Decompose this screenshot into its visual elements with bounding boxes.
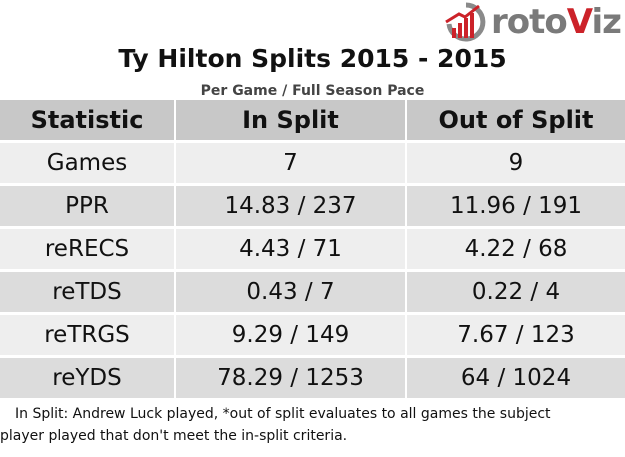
column-header-statistic: Statistic xyxy=(0,100,176,143)
rotoviz-logo-text: rotoViz xyxy=(491,2,622,42)
footnote-line-2: player played that don't meet the in-spl… xyxy=(0,428,348,444)
table-row: reYDS 78.29 / 1253 64 / 1024 xyxy=(0,356,625,401)
out-of-split-cell: 4.22 / 68 xyxy=(406,227,625,272)
table-row: reRECS 4.43 / 71 4.22 / 68 xyxy=(0,227,625,272)
table-row: Games 7 9 xyxy=(0,141,625,186)
statistic-cell: Games xyxy=(0,141,176,186)
page-subtitle: Per Game / Full Season Pace xyxy=(200,83,425,99)
table-row: reTDS 0.43 / 7 0.22 / 4 xyxy=(0,270,625,315)
in-split-cell: 14.83 / 237 xyxy=(175,184,407,229)
page-title: Ty Hilton Splits 2015 - 2015 xyxy=(118,44,507,73)
out-of-split-cell: 7.67 / 123 xyxy=(406,313,625,358)
statistic-cell: reYDS xyxy=(0,356,176,401)
statistic-cell: reTRGS xyxy=(0,313,176,358)
table-row: reTRGS 9.29 / 149 7.67 / 123 xyxy=(0,313,625,358)
statistic-cell: reRECS xyxy=(0,227,176,272)
in-split-cell: 0.43 / 7 xyxy=(175,270,407,315)
column-header-out-of-split: Out of Split xyxy=(406,100,625,143)
in-split-cell: 78.29 / 1253 xyxy=(175,356,407,401)
rotoviz-logo-mark-icon xyxy=(445,2,486,42)
out-of-split-cell: 0.22 / 4 xyxy=(406,270,625,315)
column-header-in-split: In Split xyxy=(175,100,407,143)
statistic-cell: PPR xyxy=(0,184,176,229)
out-of-split-cell: 9 xyxy=(406,141,625,186)
out-of-split-cell: 64 / 1024 xyxy=(406,356,625,401)
in-split-cell: 4.43 / 71 xyxy=(175,227,407,272)
in-split-cell: 9.29 / 149 xyxy=(175,313,407,358)
statistic-cell: reTDS xyxy=(0,270,176,315)
footnote: In Split: Andrew Luck played, *out of sp… xyxy=(0,403,625,447)
footnote-line-1: In Split: Andrew Luck played, *out of sp… xyxy=(15,406,551,422)
splits-table: Statistic In Split Out of Split Games 7 … xyxy=(0,100,625,401)
in-split-cell: 7 xyxy=(175,141,407,186)
rotoviz-logo: rotoViz xyxy=(443,2,622,42)
table-header-row: Statistic In Split Out of Split xyxy=(0,100,625,143)
table-row: PPR 14.83 / 237 11.96 / 191 xyxy=(0,184,625,229)
out-of-split-cell: 11.96 / 191 xyxy=(406,184,625,229)
